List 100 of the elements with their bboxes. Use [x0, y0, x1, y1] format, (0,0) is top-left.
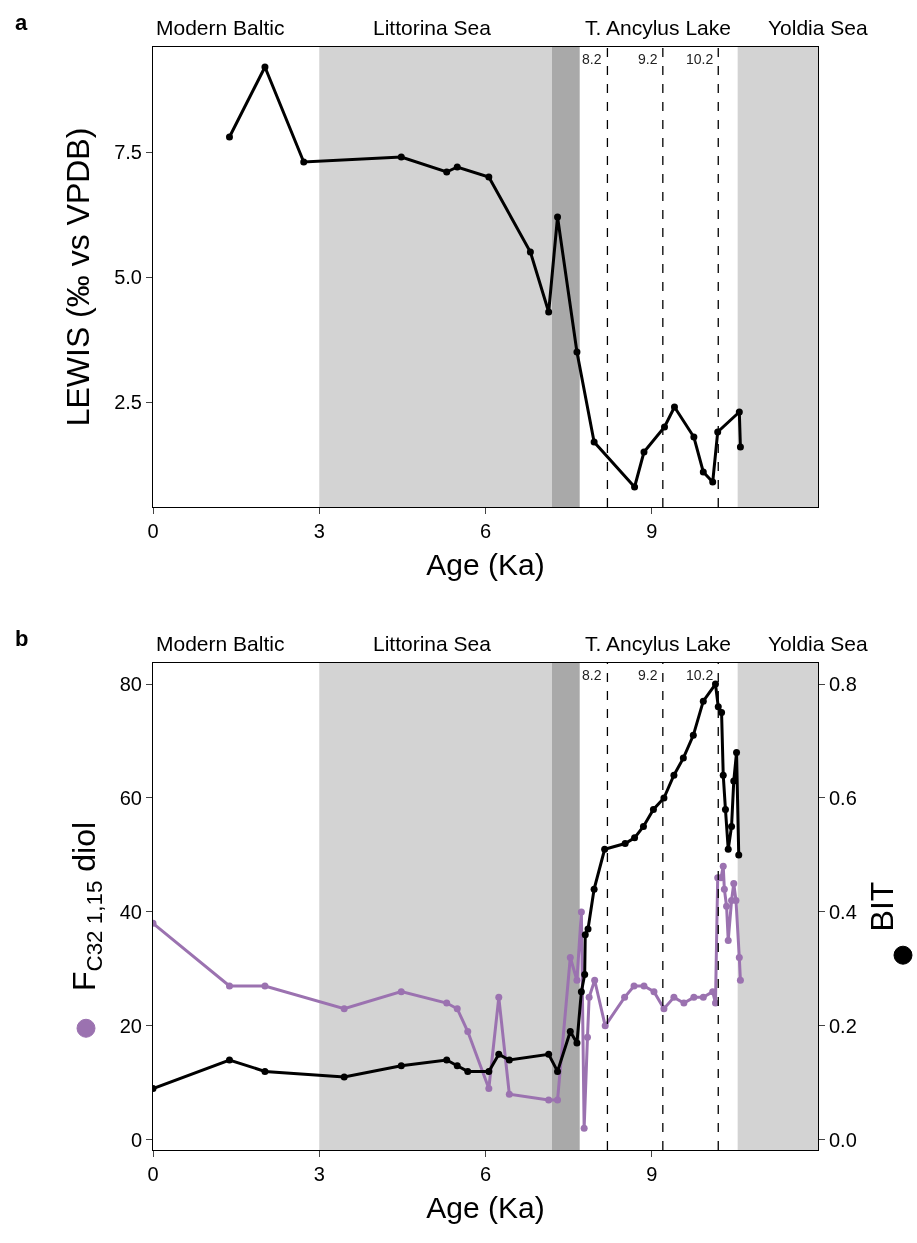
- point: [573, 348, 581, 356]
- text: a: [15, 10, 28, 35]
- y-tick-label: 80: [119, 673, 142, 696]
- ref-line-label: 8.2: [582, 51, 602, 67]
- point: [732, 897, 740, 905]
- x-axis-title: Age (Ka): [426, 547, 545, 581]
- point: [577, 988, 585, 996]
- point: [261, 63, 269, 71]
- point: [397, 988, 405, 996]
- text: b: [15, 626, 29, 651]
- point: [720, 885, 728, 893]
- point: [397, 153, 405, 161]
- text: Yoldia Sea: [768, 16, 868, 39]
- point: [566, 953, 574, 961]
- point: [554, 1096, 562, 1104]
- point: [711, 999, 719, 1007]
- y-axis-title: LEWIS (‰ vs VPDB): [60, 127, 97, 427]
- point: [730, 879, 738, 887]
- point: [443, 999, 451, 1007]
- point: [225, 1056, 233, 1064]
- point: [545, 1050, 553, 1058]
- point: [585, 993, 593, 1001]
- point: [583, 1033, 591, 1041]
- y-tick-label: 40: [119, 900, 142, 923]
- point: [545, 308, 553, 316]
- text: Modern Baltic: [156, 632, 285, 655]
- text: T. Ancylus Lake: [585, 16, 731, 39]
- point: [577, 908, 585, 916]
- point: [621, 993, 629, 1001]
- point: [581, 971, 589, 979]
- point: [443, 1056, 451, 1064]
- point: [714, 703, 722, 711]
- point: [621, 840, 629, 848]
- point: [505, 1056, 513, 1064]
- point: [699, 697, 707, 705]
- point: [340, 1073, 348, 1081]
- point: [485, 1067, 493, 1075]
- y2-tick-label: 0.6: [829, 786, 857, 809]
- x-tick-label: 6: [479, 1163, 492, 1185]
- text: Yoldia Sea: [768, 632, 868, 655]
- point: [631, 834, 639, 842]
- point: [261, 982, 269, 990]
- point: [718, 709, 726, 717]
- point: [711, 680, 719, 688]
- point: [601, 845, 609, 853]
- point: [736, 976, 744, 984]
- point: [680, 999, 688, 1007]
- point: [724, 936, 732, 944]
- y-tick-label: 7.5: [114, 141, 142, 163]
- y2-tick-label: 0.0: [829, 1128, 857, 1151]
- point: [728, 822, 736, 830]
- point: [733, 748, 741, 756]
- point: [443, 168, 451, 176]
- point: [261, 1067, 269, 1075]
- x-tick-label: 6: [479, 520, 492, 542]
- point: [591, 976, 599, 984]
- point: [453, 163, 461, 171]
- point: [590, 438, 598, 446]
- point: [225, 982, 233, 990]
- y2-tick-label: 0.2: [829, 1014, 857, 1037]
- point: [340, 1005, 348, 1013]
- point: [495, 993, 503, 1001]
- text: T. Ancylus Lake: [585, 632, 731, 655]
- point: [581, 931, 589, 939]
- point: [679, 754, 687, 762]
- point: [640, 448, 648, 456]
- point: [640, 982, 648, 990]
- point: [573, 1039, 581, 1047]
- y2-tick-label: 0.8: [829, 673, 857, 696]
- y-tick-label: 20: [119, 1014, 142, 1037]
- point: [300, 158, 308, 166]
- point: [453, 1062, 461, 1070]
- point: [590, 885, 598, 893]
- point: [670, 993, 678, 1001]
- text: Modern Baltic: [156, 16, 285, 39]
- ref-line-label: 10.2: [686, 667, 714, 683]
- x-tick-label: 9: [646, 520, 658, 542]
- point: [650, 988, 658, 996]
- point: [505, 1090, 513, 1098]
- point: [573, 976, 581, 984]
- x-axis-title: Age (Ka): [426, 1190, 545, 1224]
- y2-axis-title: BIT: [863, 881, 900, 932]
- point: [699, 993, 707, 1001]
- x-tick-label: 0: [147, 520, 159, 542]
- point: [723, 902, 731, 910]
- point: [689, 731, 697, 739]
- point: [485, 173, 493, 181]
- point: [724, 845, 732, 853]
- x-tick-label: 3: [313, 1163, 325, 1185]
- point: [690, 433, 698, 441]
- x-tick-label: 0: [147, 1163, 159, 1185]
- point: [670, 771, 678, 779]
- y-tick-label: 60: [119, 786, 142, 809]
- point: [631, 483, 639, 491]
- point: [545, 1096, 553, 1104]
- ref-line-label: 9.2: [638, 667, 658, 683]
- ref-line-label: 10.2: [686, 51, 714, 67]
- point: [709, 478, 717, 486]
- y-tick-label: 2.5: [114, 391, 142, 413]
- y-tick-label: 0: [130, 1128, 142, 1151]
